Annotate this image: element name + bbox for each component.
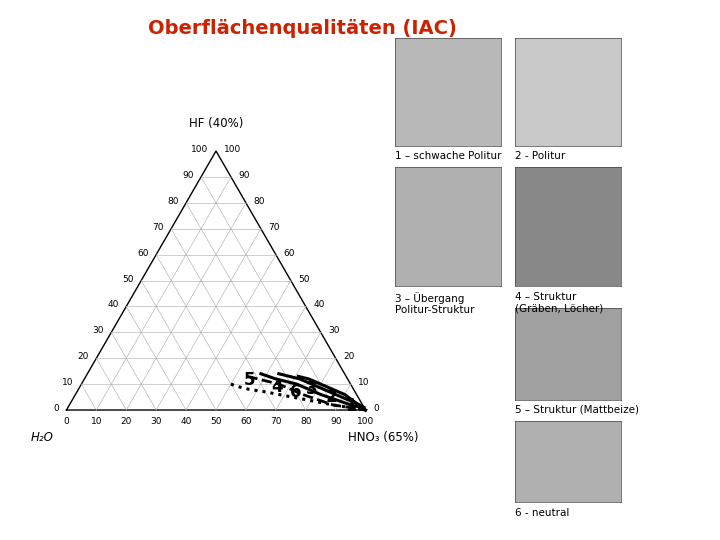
Text: 100: 100 [192,145,209,154]
Text: 80: 80 [167,197,179,206]
Text: 40: 40 [313,300,325,309]
Text: 30: 30 [92,326,104,335]
Text: 70: 70 [152,222,163,232]
Text: 40: 40 [181,417,192,427]
Text: 30: 30 [328,326,340,335]
Text: 70: 70 [269,222,280,232]
Text: HNO₃ (65%): HNO₃ (65%) [348,431,419,444]
Text: 30: 30 [150,417,162,427]
Text: 0: 0 [63,417,69,427]
Text: 60: 60 [138,248,149,258]
Text: 50: 50 [210,417,222,427]
Text: 10: 10 [358,378,369,387]
Text: 5 – Struktur (Mattbeize): 5 – Struktur (Mattbeize) [515,405,639,415]
Text: 1 – schwache Politur: 1 – schwache Politur [395,151,501,161]
Text: 20: 20 [78,352,89,361]
Text: 40: 40 [107,300,119,309]
Text: 50: 50 [298,274,310,284]
Text: 90: 90 [182,171,194,180]
Text: 4 – Struktur
(Gräben, Löcher): 4 – Struktur (Gräben, Löcher) [515,292,603,313]
Text: 1: 1 [346,397,357,415]
Text: 20: 20 [120,417,132,427]
Text: 90: 90 [238,171,250,180]
Text: 100: 100 [223,145,240,154]
Text: 10: 10 [63,378,74,387]
Text: 6: 6 [289,383,301,401]
Text: 50: 50 [122,274,134,284]
Text: 60: 60 [283,248,294,258]
Text: 3: 3 [306,380,318,399]
Text: 80: 80 [253,197,265,206]
Text: 6 - neutral: 6 - neutral [515,508,570,518]
Text: 80: 80 [300,417,312,427]
Text: HF (40%): HF (40%) [189,117,243,130]
Text: 2 - Politur: 2 - Politur [515,151,565,161]
Text: H₂O: H₂O [31,431,54,444]
Text: 5: 5 [244,371,256,389]
Text: 4: 4 [271,377,283,396]
Text: 0: 0 [53,404,59,413]
Text: 0: 0 [373,404,379,413]
Text: 70: 70 [270,417,282,427]
Text: 100: 100 [357,417,374,427]
Text: 2: 2 [325,388,337,406]
Text: 10: 10 [91,417,102,427]
Text: 20: 20 [343,352,354,361]
Text: 3 – Übergang
Politur-Struktur: 3 – Übergang Politur-Struktur [395,292,474,315]
Text: 90: 90 [330,417,341,427]
Text: 60: 60 [240,417,252,427]
Text: Oberflächenqualitäten (IAC): Oberflächenqualitäten (IAC) [148,19,456,38]
